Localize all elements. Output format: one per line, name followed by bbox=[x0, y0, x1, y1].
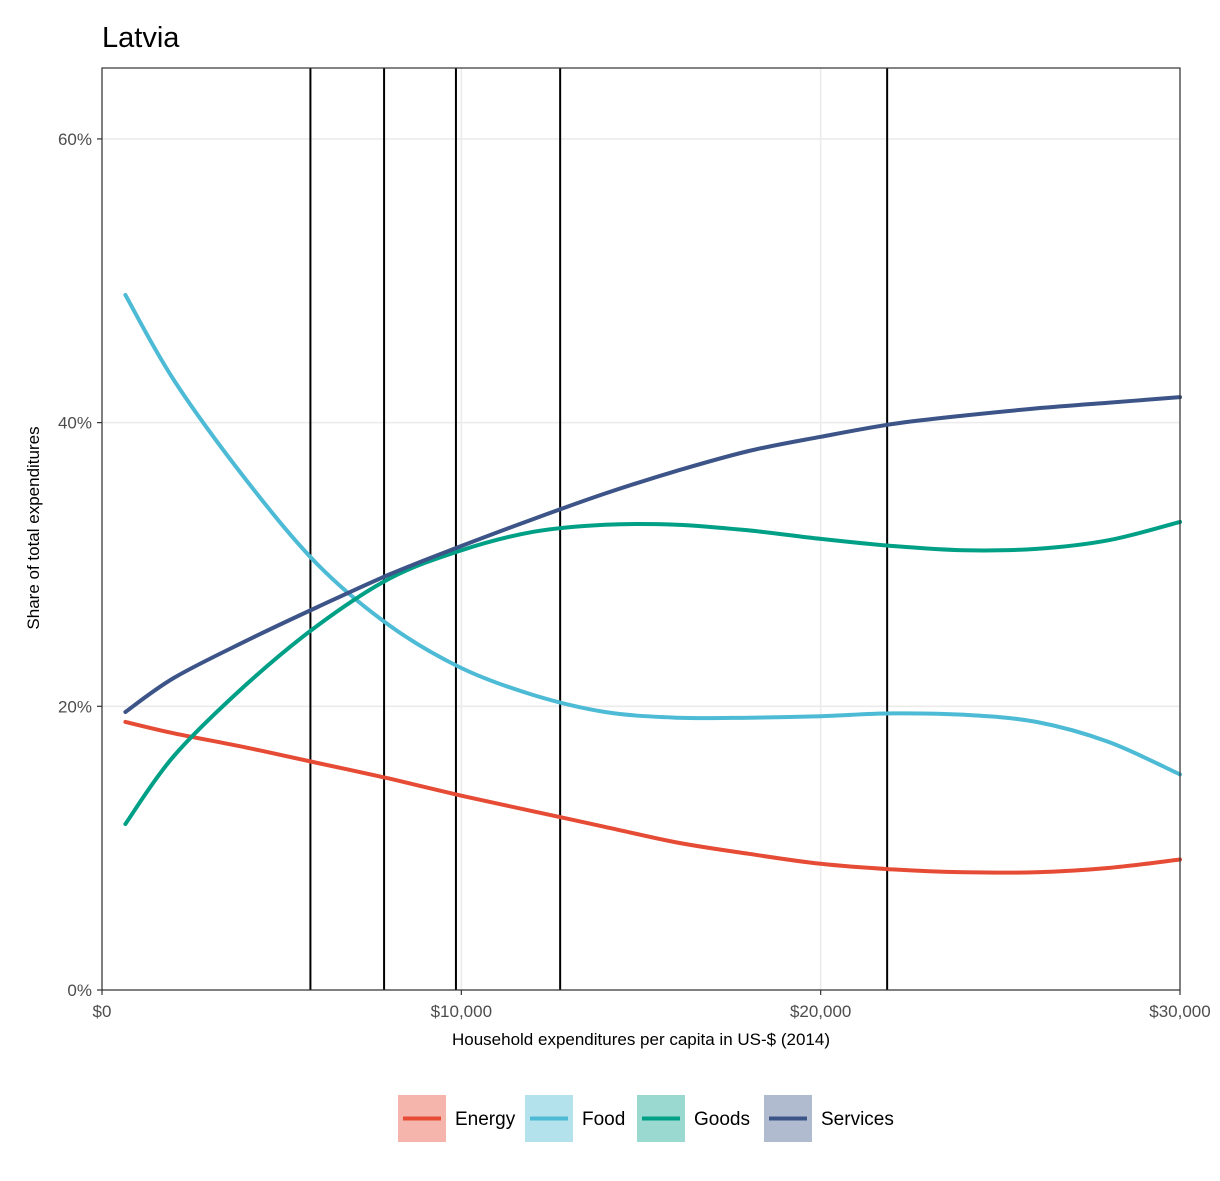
chart-title: Latvia bbox=[102, 22, 180, 54]
legend-label: Food bbox=[582, 1109, 625, 1130]
legend-label: Energy bbox=[455, 1109, 516, 1130]
y-tick-label: 60% bbox=[58, 130, 92, 149]
series-line-services bbox=[123, 395, 1182, 714]
y-tick-label: 0% bbox=[67, 981, 92, 1000]
legend-item-food: Food bbox=[525, 1095, 625, 1142]
legend-label: Services bbox=[821, 1109, 894, 1130]
x-axis-title: Household expenditures per capita in US-… bbox=[452, 1030, 830, 1049]
y-tick-label: 40% bbox=[58, 414, 92, 433]
x-tick-label: $20,000 bbox=[790, 1002, 851, 1021]
y-axis-ticks: 0% 20% 40% 60% bbox=[58, 130, 102, 1000]
legend-label: Goods bbox=[694, 1109, 750, 1130]
y-axis-title: Share of total expenditures bbox=[24, 426, 43, 629]
legend: Energy Food Goods Services bbox=[398, 1095, 894, 1142]
legend-item-energy: Energy bbox=[398, 1095, 516, 1142]
legend-item-goods: Goods bbox=[637, 1095, 750, 1142]
x-tick-label: $30,000 bbox=[1149, 1002, 1210, 1021]
series-line-goods bbox=[123, 519, 1182, 826]
vertical-reference-lines bbox=[309, 68, 889, 990]
series-line-food bbox=[123, 293, 1182, 777]
series-lines bbox=[123, 293, 1182, 875]
grid-lines bbox=[101, 68, 1181, 991]
x-axis-ticks: $0 $10,000 $20,000 $30,000 bbox=[93, 990, 1211, 1021]
plot-border bbox=[101, 67, 1181, 991]
legend-item-services: Services bbox=[764, 1095, 894, 1142]
y-tick-label: 20% bbox=[58, 697, 92, 716]
x-tick-label: $0 bbox=[93, 1002, 112, 1021]
x-tick-label: $10,000 bbox=[431, 1002, 492, 1021]
series-line-energy bbox=[123, 719, 1182, 875]
